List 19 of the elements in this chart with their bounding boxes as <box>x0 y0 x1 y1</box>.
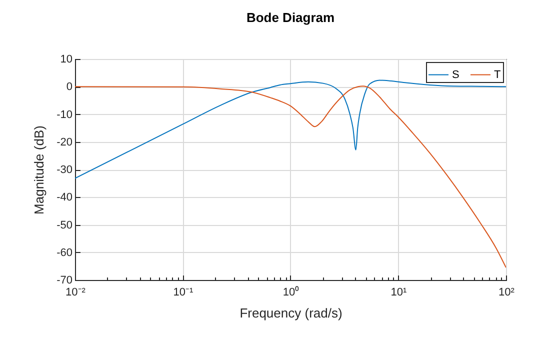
y-axis-title: Magnitude (dB) <box>32 126 47 214</box>
y-tick-label: 0 <box>66 81 72 94</box>
y-tick-label: -20 <box>56 136 72 148</box>
x-axis-title: Frequency (rad/s) <box>240 306 342 320</box>
x-tick-label: 10² <box>498 286 515 298</box>
y-tick-label: -10 <box>56 108 72 121</box>
y-tick-label: -50 <box>56 219 72 232</box>
x-tick-label: 10⁻² <box>66 286 86 298</box>
chart-title: Bode Diagram <box>246 10 335 25</box>
legend-label: T <box>494 68 501 81</box>
y-tick-label: -60 <box>56 246 72 259</box>
x-tick-label: 10⁻¹ <box>173 286 194 298</box>
y-tick-label: -70 <box>56 274 72 286</box>
y-tick-label: -30 <box>56 164 72 176</box>
legend-label: S <box>452 68 460 81</box>
x-tick-label: 10⁰ <box>282 286 300 298</box>
x-tick-label: 10¹ <box>390 286 408 298</box>
y-tick-label: -40 <box>56 192 72 204</box>
y-tick-label: 10 <box>60 54 72 66</box>
